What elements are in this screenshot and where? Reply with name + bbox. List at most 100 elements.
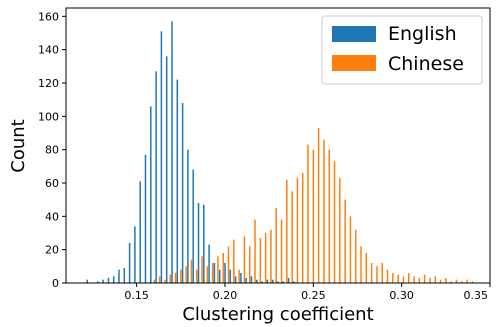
bar-english [234, 276, 237, 283]
bar-chinese [296, 178, 299, 283]
bar-chinese [195, 269, 198, 283]
bar-english [240, 273, 242, 283]
plot-frame [65, 7, 491, 284]
bar-chinese [450, 281, 452, 283]
bar-chinese [445, 278, 447, 283]
bar-chinese [328, 149, 330, 283]
bar-chinese [376, 266, 378, 283]
bar-chinese [153, 279, 156, 283]
bar-chinese [243, 236, 246, 283]
bar-chinese [317, 128, 320, 283]
bar-chinese [286, 179, 288, 283]
bar-chinese [349, 216, 352, 283]
y-tick-label: 60 [45, 177, 59, 190]
bar-chinese [429, 278, 431, 283]
legend-swatch-english [332, 26, 376, 42]
bar-chinese [307, 144, 309, 283]
y-tick-label: 40 [45, 210, 59, 223]
y-tick-label: 0 [52, 277, 59, 290]
bar-chinese [248, 246, 251, 283]
bar-chinese [418, 278, 421, 283]
bar-chinese [164, 279, 166, 283]
bar-chinese [254, 219, 256, 283]
y-tick-label: 20 [45, 244, 59, 257]
bar-chinese [423, 274, 426, 283]
bar-english [160, 31, 163, 283]
bar-chinese [407, 273, 410, 283]
bar-english [218, 269, 221, 283]
bar-chinese [259, 238, 262, 283]
bar-chinese [222, 253, 224, 283]
bar-chinese [460, 281, 463, 283]
bar-english [282, 281, 285, 283]
bar-chinese [270, 229, 272, 283]
bar-chinese [339, 178, 341, 283]
bar-english [107, 278, 110, 283]
bar-english [134, 226, 136, 283]
bar-english [118, 269, 120, 283]
bar-chinese [275, 208, 277, 283]
bar-chinese [190, 259, 193, 283]
bar-english [155, 71, 157, 283]
bar-chinese [434, 276, 436, 283]
y-tick-label: 120 [38, 77, 59, 90]
bar-chinese [466, 279, 468, 283]
bar-chinese [360, 246, 362, 283]
bar-chinese [323, 139, 325, 283]
bar-english [123, 268, 126, 283]
bar-english [112, 276, 115, 283]
bar-english [144, 154, 147, 283]
bar-chinese [291, 191, 293, 283]
bar-chinese [370, 263, 373, 283]
bar-chinese [217, 256, 219, 283]
bar-english [213, 263, 216, 283]
bar-english [171, 21, 173, 284]
bar-english [102, 279, 104, 283]
bar-english [287, 278, 290, 283]
bar-english [261, 281, 263, 283]
x-tick-label: 0.20 [213, 289, 238, 302]
x-tick-label: 0.30 [389, 289, 414, 302]
bar-chinese [238, 269, 240, 283]
x-tick-label: 0.35 [464, 289, 489, 302]
bar-chinese [333, 161, 336, 283]
bar-chinese [280, 219, 283, 283]
bar-chinese [397, 274, 399, 283]
bar-chinese [392, 273, 394, 283]
bar-english [150, 106, 152, 283]
y-axis-label: Count [8, 119, 29, 172]
bar-chinese [264, 233, 267, 283]
bar-chinese [413, 276, 415, 283]
bar-english [245, 278, 247, 283]
bar-chinese [402, 276, 405, 283]
bar-chinese [344, 199, 346, 283]
legend-label-chinese: Chinese [388, 53, 464, 75]
legend: English Chinese [321, 15, 483, 85]
legend-label-english: English [388, 23, 457, 45]
bar-chinese [301, 173, 304, 283]
bar-chinese [471, 281, 474, 283]
bar-english [128, 243, 131, 283]
y-tick-label: 140 [38, 44, 59, 57]
bar-chinese [455, 279, 458, 283]
bar-english [229, 269, 232, 283]
bar-chinese [158, 276, 161, 283]
bar-chinese [174, 273, 177, 283]
bar-english [250, 276, 253, 283]
bar-chinese [312, 149, 315, 283]
bar-chinese [206, 266, 209, 283]
y-tick-label: 80 [45, 144, 59, 157]
bar-english [256, 279, 258, 283]
bar-chinese [386, 269, 389, 283]
bar-chinese [233, 239, 235, 283]
y-tick-label: 100 [38, 110, 59, 123]
bar-chinese [211, 263, 214, 283]
bar-chinese [185, 266, 187, 283]
bar-english [203, 204, 205, 283]
bar-english [197, 203, 200, 283]
bar-english [176, 79, 179, 283]
bar-chinese [169, 274, 171, 283]
bar-chinese [439, 279, 442, 283]
legend-swatch-chinese [332, 55, 376, 71]
